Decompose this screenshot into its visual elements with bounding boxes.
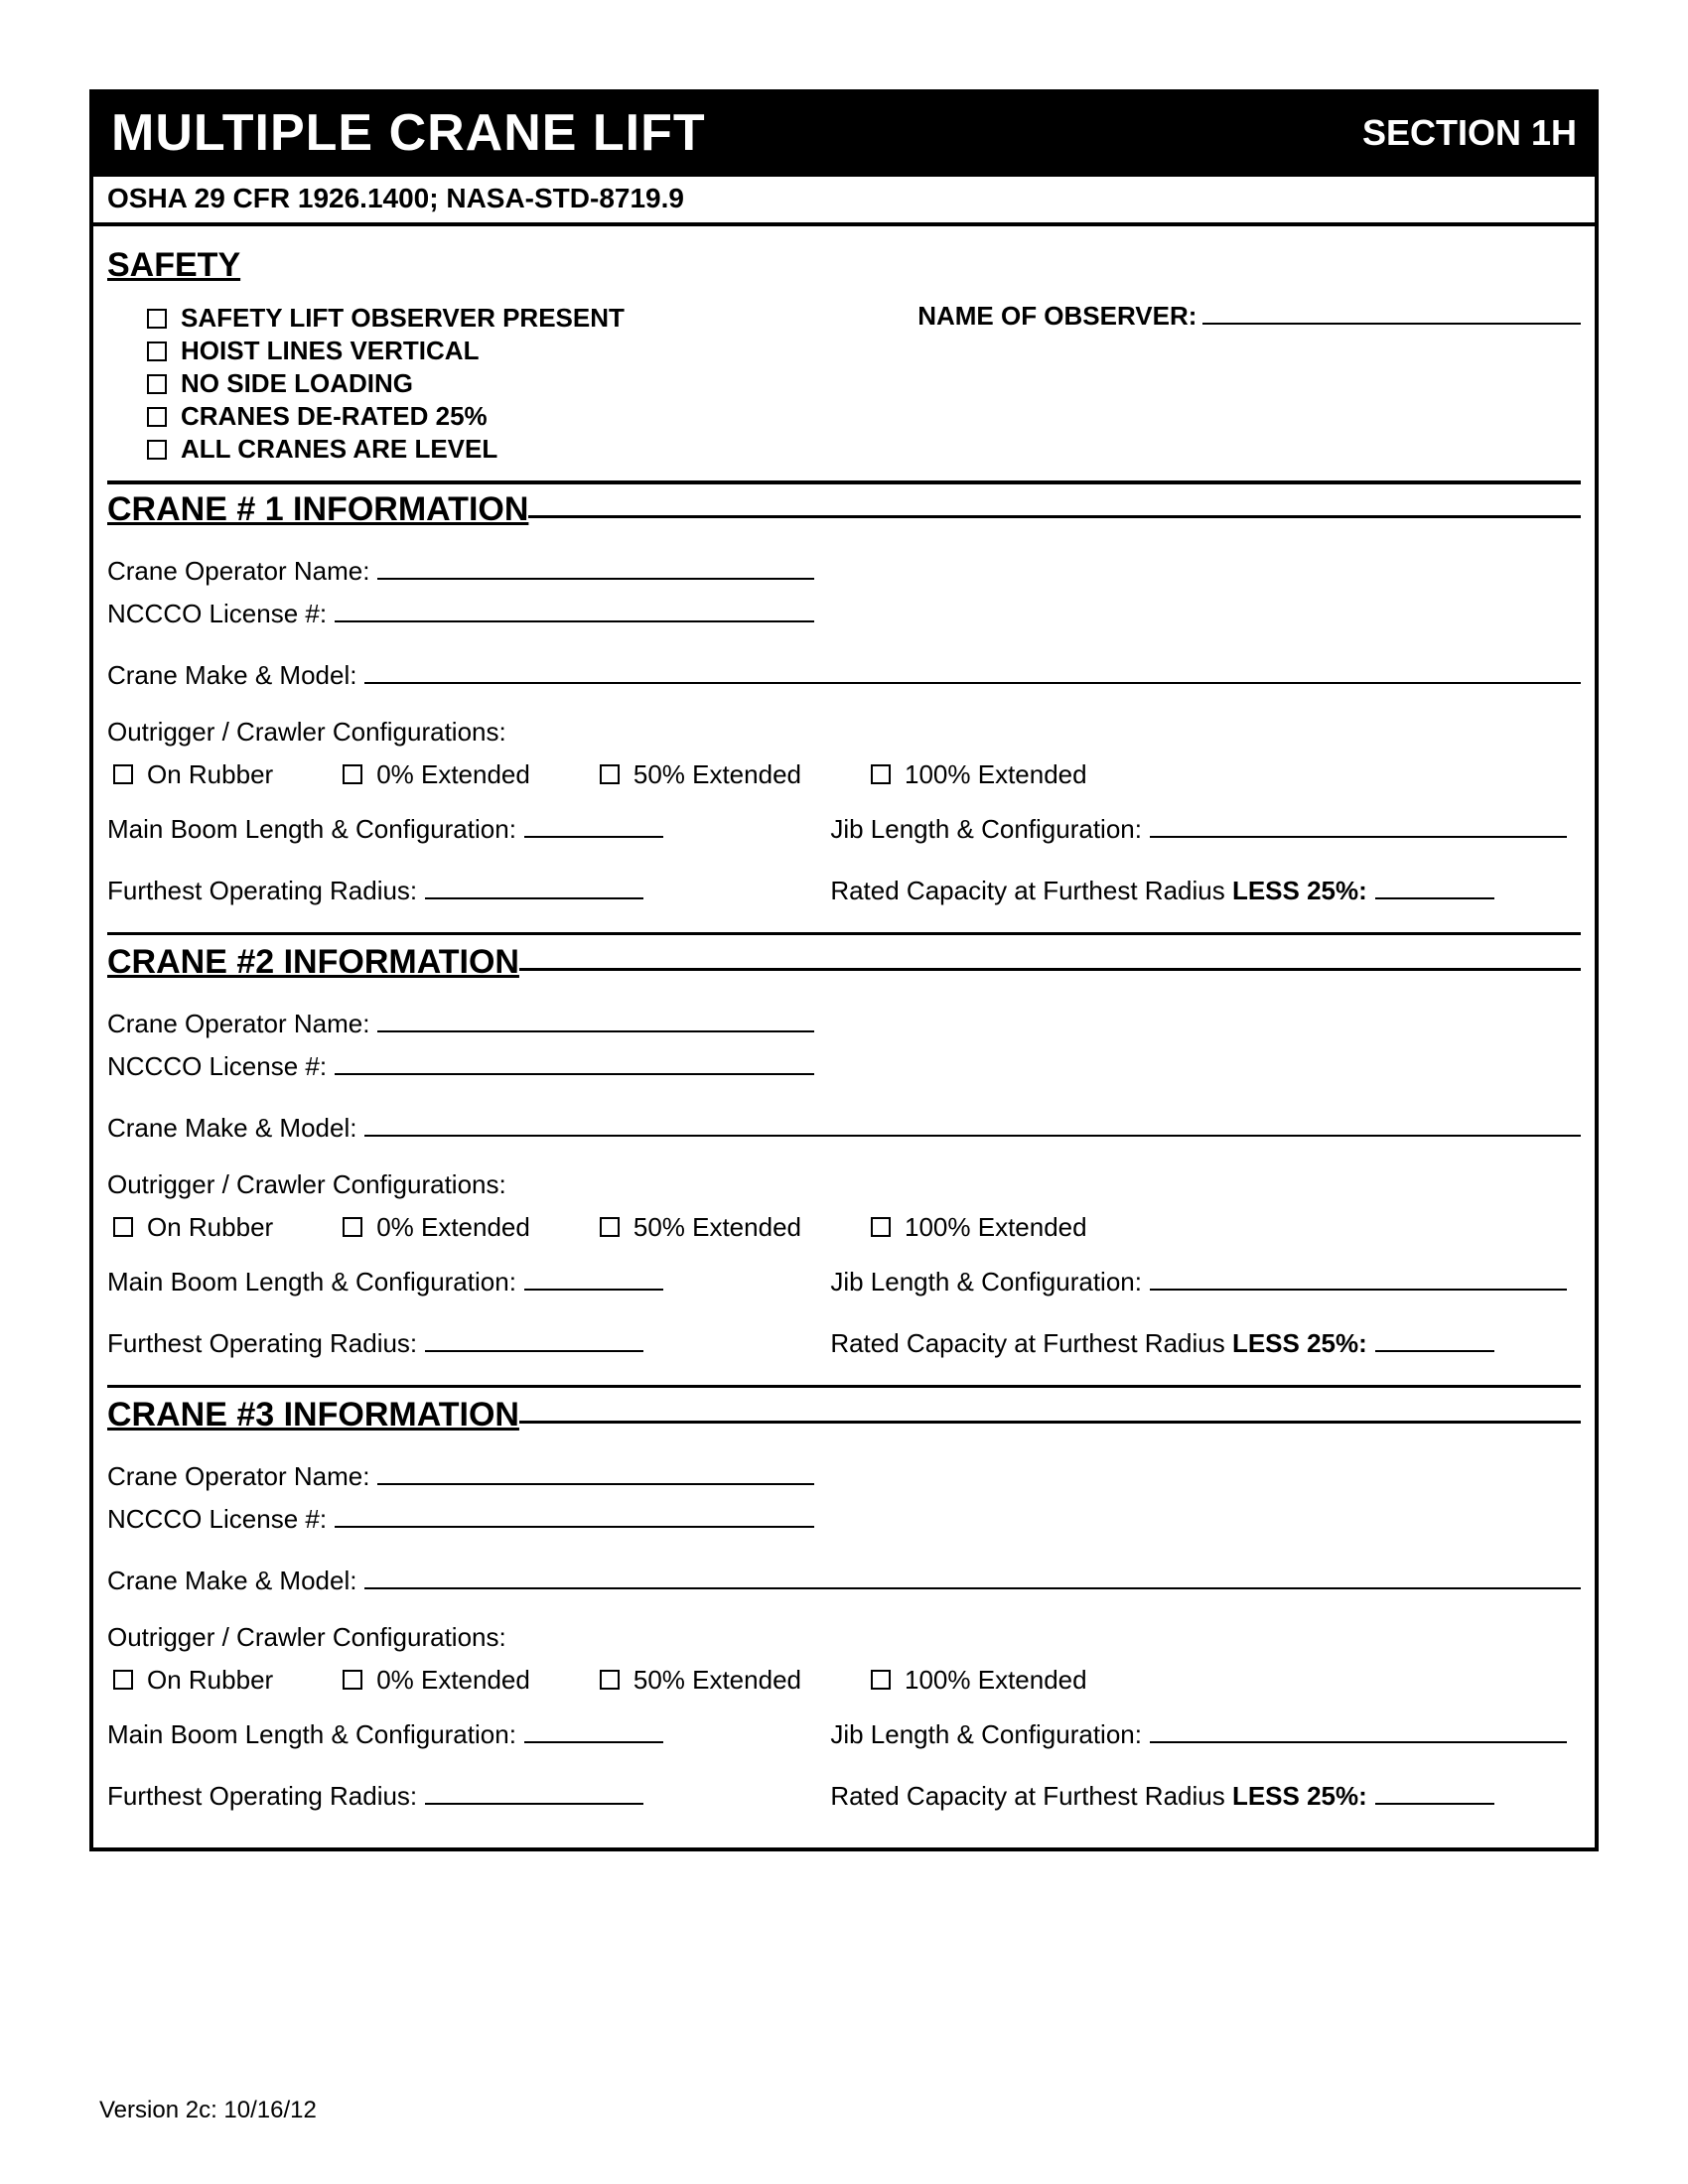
nccco-field[interactable] [335,595,814,623]
observer-name-field[interactable] [1202,307,1581,325]
form-container: MULTIPLE CRANE LIFT SECTION 1H OSHA 29 C… [89,89,1599,1851]
safety-item: NO SIDE LOADING [147,368,917,399]
checkbox-icon[interactable] [113,1670,133,1690]
nccco-field[interactable] [335,1500,814,1529]
crane-block: CRANE #2 INFORMATION Crane Operator Name… [107,943,1581,1388]
safety-heading: SAFETY [107,246,1581,285]
nccco-label: NCCCO License #: [107,1504,327,1535]
subtitle: OSHA 29 CFR 1926.1400; NASA-STD-8719.9 [93,177,1595,226]
furthest-field[interactable] [425,871,643,899]
checkbox-icon[interactable] [600,1217,620,1237]
rated-label: Rated Capacity at Furthest Radius LESS 2… [830,876,1366,906]
operator-label: Crane Operator Name: [107,1461,369,1492]
config-label: Outrigger / Crawler Configurations: [107,1622,506,1652]
title-bar: MULTIPLE CRANE LIFT SECTION 1H [93,93,1595,177]
checkbox-icon[interactable] [343,764,362,784]
checkbox-icon[interactable] [113,1217,133,1237]
furthest-label: Furthest Operating Radius: [107,1328,417,1359]
jib-label: Jib Length & Configuration: [830,1719,1142,1750]
heading-rule [519,968,1581,971]
checkbox-icon[interactable] [147,309,167,329]
operator-name-field[interactable] [377,551,814,580]
furthest-field[interactable] [425,1776,643,1805]
operator-name-field[interactable] [377,1004,814,1032]
furthest-field[interactable] [425,1323,643,1352]
rated-label: Rated Capacity at Furthest Radius LESS 2… [830,1781,1366,1812]
nccco-label: NCCCO License #: [107,1051,327,1082]
nccco-label: NCCCO License #: [107,599,327,629]
main-boom-label: Main Boom Length & Configuration: [107,1719,516,1750]
make-model-label: Crane Make & Model: [107,1566,356,1596]
nccco-field[interactable] [335,1047,814,1076]
safety-checklist: SAFETY LIFT OBSERVER PRESENT HOIST LINES… [107,301,917,467]
section-label: SECTION 1H [1362,112,1577,154]
safety-item: CRANES DE-RATED 25% [147,401,917,432]
checkbox-icon[interactable] [147,407,167,427]
main-boom-field[interactable] [524,810,663,839]
crane-heading: CRANE #3 INFORMATION [107,1396,519,1434]
checkbox-icon[interactable] [871,1670,891,1690]
checkbox-icon[interactable] [871,764,891,784]
config-label: Outrigger / Crawler Configurations: [107,717,506,747]
checkbox-icon[interactable] [113,764,133,784]
heading-rule [519,1421,1581,1424]
observer-label: NAME OF OBSERVER: [917,301,1196,332]
main-boom-label: Main Boom Length & Configuration: [107,814,516,845]
checkbox-icon[interactable] [343,1217,362,1237]
rated-field[interactable] [1375,1776,1494,1805]
safety-item: ALL CRANES ARE LEVEL [147,434,917,465]
checkbox-icon[interactable] [600,1670,620,1690]
operator-label: Crane Operator Name: [107,556,369,587]
main-boom-field[interactable] [524,1715,663,1744]
crane-heading: CRANE #2 INFORMATION [107,943,519,982]
divider [107,480,1581,484]
checkbox-icon[interactable] [147,374,167,394]
config-options: On Rubber 0% Extended 50% Extended 100% … [113,1665,1581,1696]
operator-label: Crane Operator Name: [107,1009,369,1039]
jib-label: Jib Length & Configuration: [830,814,1142,845]
make-model-label: Crane Make & Model: [107,1113,356,1144]
make-model-field[interactable] [364,1108,1581,1137]
main-boom-label: Main Boom Length & Configuration: [107,1267,516,1297]
version-label: Version 2c: 10/16/12 [99,2097,317,2124]
crane-block: CRANE #3 INFORMATION Crane Operator Name… [107,1396,1581,1812]
checkbox-icon[interactable] [147,341,167,361]
main-boom-field[interactable] [524,1263,663,1292]
divider [107,1385,1581,1388]
rated-field[interactable] [1375,871,1494,899]
make-model-field[interactable] [364,1561,1581,1589]
checkbox-icon[interactable] [343,1670,362,1690]
config-options: On Rubber 0% Extended 50% Extended 100% … [113,1212,1581,1243]
make-model-field[interactable] [364,655,1581,684]
rated-label: Rated Capacity at Furthest Radius LESS 2… [830,1328,1366,1359]
operator-name-field[interactable] [377,1456,814,1485]
jib-field[interactable] [1150,810,1567,839]
jib-label: Jib Length & Configuration: [830,1267,1142,1297]
make-model-label: Crane Make & Model: [107,660,356,691]
crane-heading: CRANE # 1 INFORMATION [107,490,528,529]
divider [107,932,1581,935]
jib-field[interactable] [1150,1263,1567,1292]
furthest-label: Furthest Operating Radius: [107,1781,417,1812]
furthest-label: Furthest Operating Radius: [107,876,417,906]
crane-block: CRANE # 1 INFORMATION Crane Operator Nam… [107,490,1581,935]
safety-item: SAFETY LIFT OBSERVER PRESENT [147,303,917,334]
jib-field[interactable] [1150,1715,1567,1744]
checkbox-icon[interactable] [871,1217,891,1237]
checkbox-icon[interactable] [147,440,167,460]
page-title: MULTIPLE CRANE LIFT [111,103,706,163]
checkbox-icon[interactable] [600,764,620,784]
safety-item: HOIST LINES VERTICAL [147,336,917,366]
config-options: On Rubber 0% Extended 50% Extended 100% … [113,759,1581,790]
rated-field[interactable] [1375,1323,1494,1352]
config-label: Outrigger / Crawler Configurations: [107,1169,506,1199]
heading-rule [528,515,1581,518]
